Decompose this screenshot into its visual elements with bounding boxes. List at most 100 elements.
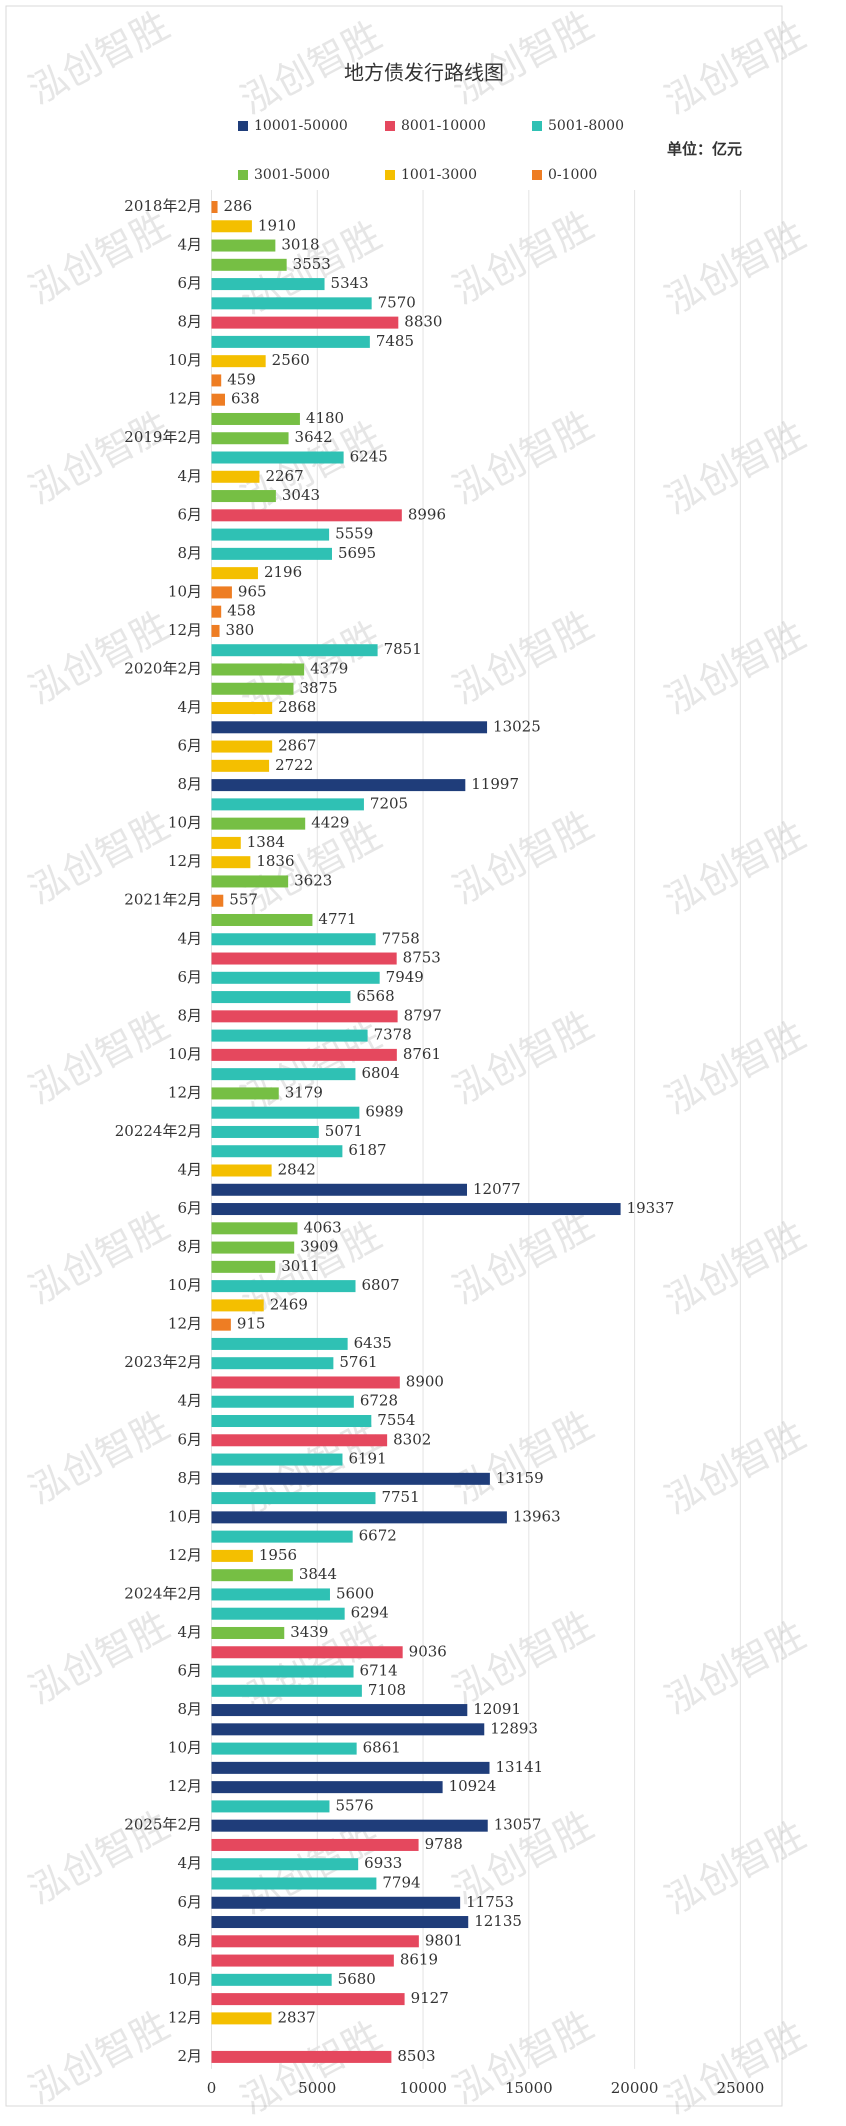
value-label: 1836	[256, 852, 294, 870]
y-tick-label: 12月	[168, 1315, 202, 1333]
legend-swatch	[238, 121, 248, 131]
bar	[211, 798, 364, 811]
value-label: 5761	[339, 1353, 377, 1371]
bar	[211, 991, 351, 1004]
bar	[211, 1646, 403, 1659]
bar	[211, 875, 289, 888]
bar	[211, 220, 252, 233]
y-tick-label: 8月	[177, 1238, 202, 1256]
bar	[211, 1896, 461, 1909]
y-tick-label: 10月	[168, 1970, 202, 1988]
legend-label: 10001-50000	[254, 118, 348, 134]
value-label: 8830	[404, 313, 442, 331]
value-label: 6672	[359, 1527, 397, 1545]
value-label: 19337	[627, 1199, 675, 1217]
value-label: 459	[227, 370, 256, 388]
bar	[211, 432, 289, 445]
bar	[211, 393, 225, 406]
bar	[211, 1395, 354, 1408]
value-label: 1384	[247, 833, 285, 851]
bar	[211, 1260, 276, 1273]
bar	[211, 567, 258, 580]
y-tick-label: 4月	[177, 698, 202, 716]
bar	[211, 1241, 295, 1254]
value-label: 5576	[335, 1796, 373, 1814]
y-tick-label: 4月	[177, 1854, 202, 1872]
bar	[211, 1048, 397, 1061]
value-label: 6294	[351, 1604, 389, 1622]
bar	[211, 1877, 377, 1890]
y-tick-label: 4月	[177, 1623, 202, 1641]
bar	[211, 856, 251, 869]
y-tick-label: 12月	[168, 390, 202, 408]
bar	[211, 817, 306, 830]
y-tick-label: 4月	[177, 1161, 202, 1179]
bar	[211, 624, 220, 637]
legend-swatch	[385, 121, 395, 131]
bar	[211, 1010, 398, 1023]
value-label: 4180	[306, 409, 344, 427]
bar	[211, 1935, 419, 1948]
bar	[211, 201, 218, 213]
y-tick-label: 10月	[168, 814, 202, 832]
bar	[211, 258, 287, 271]
bar	[211, 1626, 285, 1639]
value-label: 5600	[336, 1584, 374, 1602]
value-label: 9801	[425, 1931, 463, 1949]
value-label: 9127	[411, 1989, 449, 2007]
bar	[211, 1684, 362, 1697]
value-label: 11753	[466, 1893, 514, 1911]
value-label: 6191	[348, 1450, 386, 1468]
bar	[211, 470, 260, 483]
bar	[211, 1453, 343, 1466]
value-label: 965	[238, 582, 267, 600]
value-label: 7554	[377, 1411, 415, 1429]
bar	[211, 644, 378, 657]
legend-label: 3001-5000	[254, 167, 330, 183]
value-label: 3439	[290, 1623, 328, 1641]
bar	[211, 933, 376, 946]
bar	[211, 547, 332, 560]
legend-label: 5001-8000	[548, 118, 624, 134]
value-label: 3623	[294, 871, 332, 889]
value-label: 3018	[281, 236, 319, 254]
value-label: 7794	[382, 1873, 420, 1891]
bar	[211, 605, 222, 618]
bar	[211, 1973, 332, 1986]
bar	[211, 971, 380, 984]
y-tick-label: 2024年2月	[124, 1584, 202, 1602]
y-tick-label: 8月	[177, 313, 202, 331]
bar	[211, 1569, 293, 1582]
y-tick-label: 6月	[177, 274, 202, 292]
y-tick-label: 12月	[168, 1546, 202, 1564]
value-label: 8797	[404, 1006, 442, 1024]
value-label: 7205	[370, 794, 408, 812]
value-label: 8302	[393, 1430, 431, 1448]
value-label: 12077	[473, 1180, 521, 1198]
x-tick-label: 10000	[399, 2079, 447, 2097]
y-tick-label: 6月	[177, 1893, 202, 1911]
y-tick-label: 2023年2月	[124, 1353, 202, 1371]
legend-label: 1001-3000	[401, 167, 477, 183]
legend-swatch	[238, 170, 248, 180]
y-tick-label: 4月	[177, 236, 202, 254]
bar	[211, 1472, 490, 1485]
value-label: 6714	[360, 1662, 398, 1680]
bar	[211, 1838, 419, 1851]
y-tick-label: 8月	[177, 1006, 202, 1024]
value-label: 4429	[311, 814, 349, 832]
value-label: 458	[227, 602, 256, 620]
bar	[211, 586, 232, 599]
legend-swatch	[385, 170, 395, 180]
value-label: 2196	[264, 563, 302, 581]
bar	[211, 913, 313, 926]
value-label: 13159	[496, 1469, 544, 1487]
bar	[211, 1415, 372, 1428]
y-tick-label: 10月	[168, 1045, 202, 1063]
value-label: 12135	[474, 1912, 522, 1930]
value-label: 8761	[403, 1045, 441, 1063]
value-label: 12091	[473, 1700, 521, 1718]
bar	[211, 1434, 388, 1447]
bar	[211, 1183, 468, 1196]
value-label: 8753	[403, 949, 441, 967]
